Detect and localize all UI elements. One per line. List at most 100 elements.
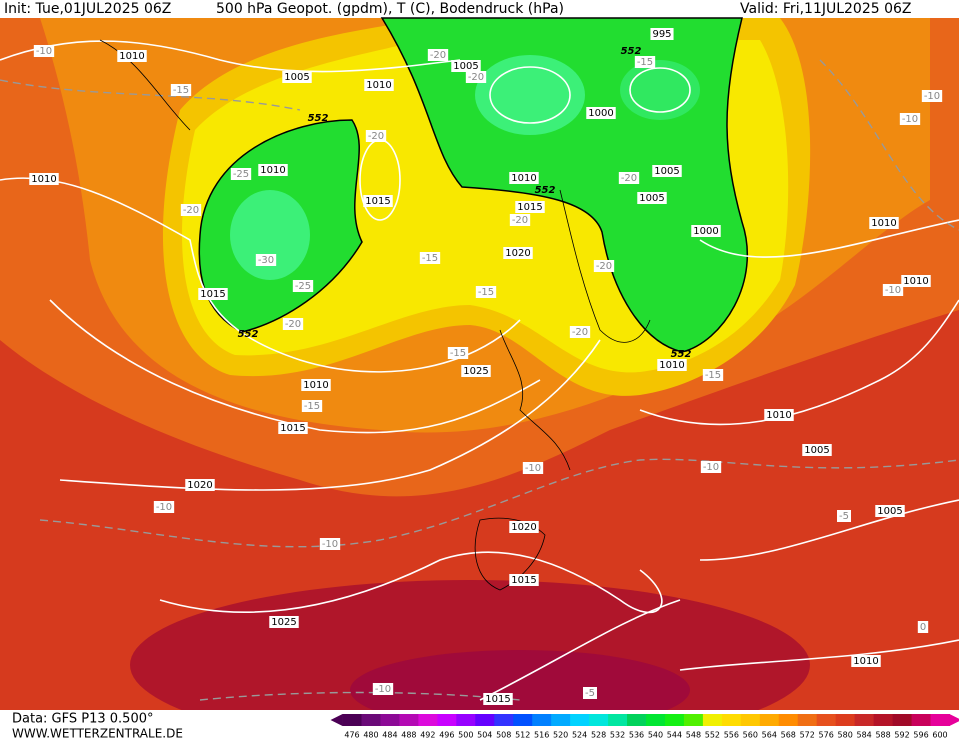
legend-swatch	[513, 714, 533, 726]
pressure-label-box	[657, 359, 687, 371]
temperature-label: -20	[593, 260, 615, 272]
pressure-label: 1005	[282, 71, 312, 83]
temperature-label-box	[700, 461, 722, 473]
pressure-label: 1010	[869, 217, 899, 229]
pressure-label-box	[509, 172, 539, 184]
temperature-label-text: -15	[450, 348, 466, 359]
pressure-label-box	[851, 655, 881, 667]
temperature-label: -25	[292, 280, 314, 292]
legend-arrow-right	[949, 714, 959, 726]
pressure-label-box	[764, 409, 794, 421]
pressure-label-text: 1015	[365, 196, 390, 207]
legend-arrow-left	[330, 714, 343, 726]
temperature-label-box	[33, 45, 55, 57]
field-green-core	[620, 60, 700, 120]
pressure-label-box	[451, 60, 481, 72]
pressure-label: 995	[650, 28, 674, 40]
legend-value: 512	[515, 731, 530, 740]
temperature-label: -10	[921, 90, 943, 102]
pressure-label-text: 1010	[31, 174, 56, 185]
temperature-label-box	[292, 280, 314, 292]
pressure-label: 1020	[503, 247, 533, 259]
pressure-label-box	[802, 444, 832, 456]
legend-value: 532	[610, 731, 625, 740]
temperature-label-box	[593, 260, 615, 272]
legend-swatch	[475, 714, 495, 726]
pressure-label-box	[461, 365, 491, 377]
pressure-label-box	[637, 192, 667, 204]
pressure-label: 1025	[269, 616, 299, 628]
temperature-label: -20	[465, 71, 487, 83]
title-text: 500 hPa Geopot. (gpdm), T (C), Bodendruc…	[216, 1, 564, 17]
temperature-label-text: -20	[183, 205, 199, 216]
legend-swatch	[683, 714, 704, 726]
temperature-label-text: -20	[621, 173, 637, 184]
temperature-label-box	[372, 683, 394, 695]
temperature-label-text: -20	[512, 215, 528, 226]
legend-swatch	[702, 714, 723, 726]
isotherms	[0, 59, 959, 701]
temperature-label: 0	[917, 621, 929, 633]
pressure-label-text: 1005	[804, 445, 829, 456]
legend-swatch	[437, 714, 457, 726]
height-label: 552	[621, 46, 642, 57]
pressure-label-box	[515, 201, 545, 213]
legend-value: 524	[572, 731, 587, 740]
pressure-label-text: 1005	[639, 193, 664, 204]
pressure-label-box	[652, 165, 682, 177]
legend-swatch	[418, 714, 438, 726]
pressure-label-text: 1015	[485, 694, 510, 705]
legend-swatch	[456, 714, 476, 726]
temperature-label-text: -10	[885, 285, 901, 296]
legend-value: 544	[667, 731, 682, 740]
temperature-label: -15	[170, 84, 192, 96]
pressure-label: 1025	[461, 365, 491, 377]
legend-value: 516	[534, 731, 549, 740]
pressure-label: 1015	[509, 574, 539, 586]
legend-swatch	[816, 714, 837, 726]
temperature-label-text: -5	[585, 688, 595, 699]
legend-swatch	[835, 714, 856, 726]
temperature-label-text: -25	[295, 281, 311, 292]
legend-value: 560	[743, 731, 758, 740]
pressure-label-box	[282, 71, 312, 83]
temperature-label: -10	[522, 462, 544, 474]
legend-swatch	[361, 714, 381, 726]
legend-value: 528	[591, 731, 606, 740]
legend-value: 520	[553, 731, 568, 740]
legend-value: 484	[382, 731, 397, 740]
pressure-label: 1015	[515, 201, 545, 213]
pressure-label: 1005	[652, 165, 682, 177]
valid-text: Valid: Fri,11JUL2025 06Z	[740, 1, 912, 17]
legend-value: 600	[932, 731, 947, 740]
pressure-label: 1000	[586, 107, 616, 119]
pressure-label-box	[301, 379, 331, 391]
pressure-label: 1005	[875, 505, 905, 517]
temperature-label-box	[917, 621, 929, 633]
pressure-label: 1020	[509, 521, 539, 533]
pressure-label: 1010	[29, 173, 59, 185]
temperature-label-text: -20	[468, 72, 484, 83]
temperature-label-text: -10	[525, 463, 541, 474]
legend-value: 596	[913, 731, 928, 740]
pressure-label-text: 1020	[505, 248, 530, 259]
temperature-label-text: -10	[322, 539, 338, 550]
pressure-label-box	[901, 275, 931, 287]
site-name: WWW.WETTERZENTRALE.DE	[12, 727, 183, 741]
legend-value: 548	[686, 731, 701, 740]
legend-swatch	[551, 714, 571, 726]
pressure-label-box	[586, 107, 616, 119]
legend-value: 500	[458, 731, 473, 740]
temperature-label-box	[427, 49, 449, 61]
temperature-label-box	[899, 113, 921, 125]
legend-swatch	[930, 714, 950, 726]
pressure-label-box	[650, 28, 674, 40]
pressure-label-text: 1010	[119, 51, 144, 62]
pressure-label-text: 1020	[187, 480, 212, 491]
temperature-label: -10	[319, 538, 341, 550]
temperature-label-box	[153, 501, 175, 513]
legend-swatch	[892, 714, 913, 726]
pressure-label: 1015	[363, 195, 393, 207]
pressure-label: 1010	[258, 164, 288, 176]
